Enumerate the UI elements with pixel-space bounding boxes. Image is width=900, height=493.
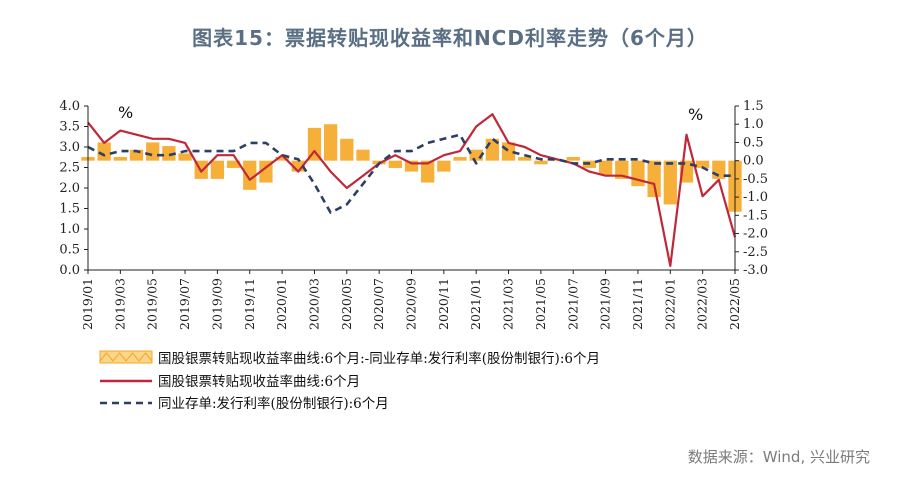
spread-bar [340,138,354,161]
chart-title: 图表15：票据转贴现收益率和NCD利率走势（6个月） [192,26,708,50]
left-tick-label: 3.5 [59,120,80,135]
spread-bar [97,142,111,161]
discount-yield-line [87,113,737,267]
right-tick-label: 0.5 [743,135,764,150]
spread-bar [113,157,127,161]
left-tick-label: 2.5 [59,161,80,176]
spread-bar [356,149,370,161]
left-tick-label: 4.0 [59,99,80,114]
right-tick-label: -3.0 [743,263,768,278]
ncd-rate-line [87,133,735,214]
spread-bar [146,142,160,161]
x-tick-label: 2022/03 [695,278,710,330]
legend-swatch-bars [99,350,153,364]
spread-bar [226,160,241,168]
x-tick-label: 2020/03 [306,278,321,330]
x-tick-label: 2021/01 [468,278,483,330]
spread-bar [469,149,483,161]
spread-bar [243,160,257,190]
spread-bar [647,160,661,198]
right-tick-label: -2.5 [743,245,768,260]
spread-bar [550,160,564,162]
left-tick-label: 0.5 [59,243,80,258]
chart-legend: 国股银票转贴现收益率曲线:6个月:-同业存单:发行利率(股份制银行):6个月国股… [99,350,600,412]
spread-bar [453,157,467,161]
x-tick-label: 2022/01 [662,278,677,330]
x-tick-label: 2020/07 [371,278,386,330]
x-tick-label: 2021/11 [630,278,645,330]
legend-label: 国股银票转贴现收益率曲线:6个月 [158,373,360,390]
x-tick-label: 2021/07 [565,278,580,330]
right-axis-unit: % [688,105,703,124]
right-tick-label: -2.0 [743,227,768,242]
left-tick-label: 2.0 [59,181,80,196]
spread-bar [404,160,419,172]
legend-swatch-pattern [99,352,153,362]
right-tick-label: -0.5 [743,172,768,187]
x-tick-label: 2019/01 [80,278,95,330]
spread-bar [275,157,289,161]
spread-bar [518,157,532,161]
x-tick-label: 2020/05 [339,278,354,330]
spread-bar [631,160,645,187]
legend-label: 同业存单:发行利率(股份制银行):6个月 [158,395,389,412]
spread-bar [566,157,580,161]
source-note: 数据来源：Wind, 兴业研究 [687,448,870,466]
spread-bar [421,160,435,183]
bar-series [81,124,742,212]
left-tick-label: 3.0 [59,140,80,155]
spread-bar [437,160,451,172]
right-tick-label: -1.5 [743,208,768,223]
x-tick-label: 2020/09 [404,278,419,330]
spread-bar [162,146,176,161]
x-tick-label: 2021/03 [501,278,516,330]
right-tick-label: 0.0 [743,154,764,169]
x-tick-label: 2019/05 [145,278,160,330]
x-tick-label: 2022/05 [727,278,742,330]
legend-label: 国股银票转贴现收益率曲线:6个月:-同业存单:发行利率(股份制银行):6个月 [158,350,600,367]
x-tick-label: 2021/05 [533,278,548,330]
left-axis-unit: % [118,103,133,122]
spread-bar [210,160,225,179]
x-tick-label: 2019/09 [209,278,224,330]
left-tick-label: 1.0 [59,222,80,237]
left-tick-label: 0.0 [59,263,80,278]
spread-bar [388,160,402,168]
spread-bar [663,160,677,205]
line-series-group [87,113,737,267]
chart-axes: 0.0 0.5 1.0 1.5 2.0 2.5 3.0 3.5 4.0 -3.0 -2.5 -2.0 -… [59,99,768,330]
x-tick-label: 2020/11 [436,278,451,330]
right-tick-label: 1.5 [743,99,764,114]
x-tick-label: 2020/01 [274,278,289,330]
spread-bar [598,160,613,176]
spread-bar [615,160,629,179]
spread-bar [291,160,305,172]
x-tick-label: 2021/09 [598,278,613,330]
left-tick-label: 1.5 [59,202,80,217]
spread-bar [178,153,192,161]
spread-bar [307,127,322,161]
spread-bar [129,149,144,161]
spread-bar [534,160,548,165]
spread-bar [696,160,710,168]
right-tick-label: -1.0 [743,190,768,205]
x-tick-label: 2019/07 [177,278,192,330]
spread-bar [712,160,726,179]
spread-bar [323,124,338,161]
right-tick-label: 1.0 [743,117,764,132]
x-tick-label: 2019/11 [242,278,257,330]
x-tick-label: 2019/03 [112,278,127,330]
